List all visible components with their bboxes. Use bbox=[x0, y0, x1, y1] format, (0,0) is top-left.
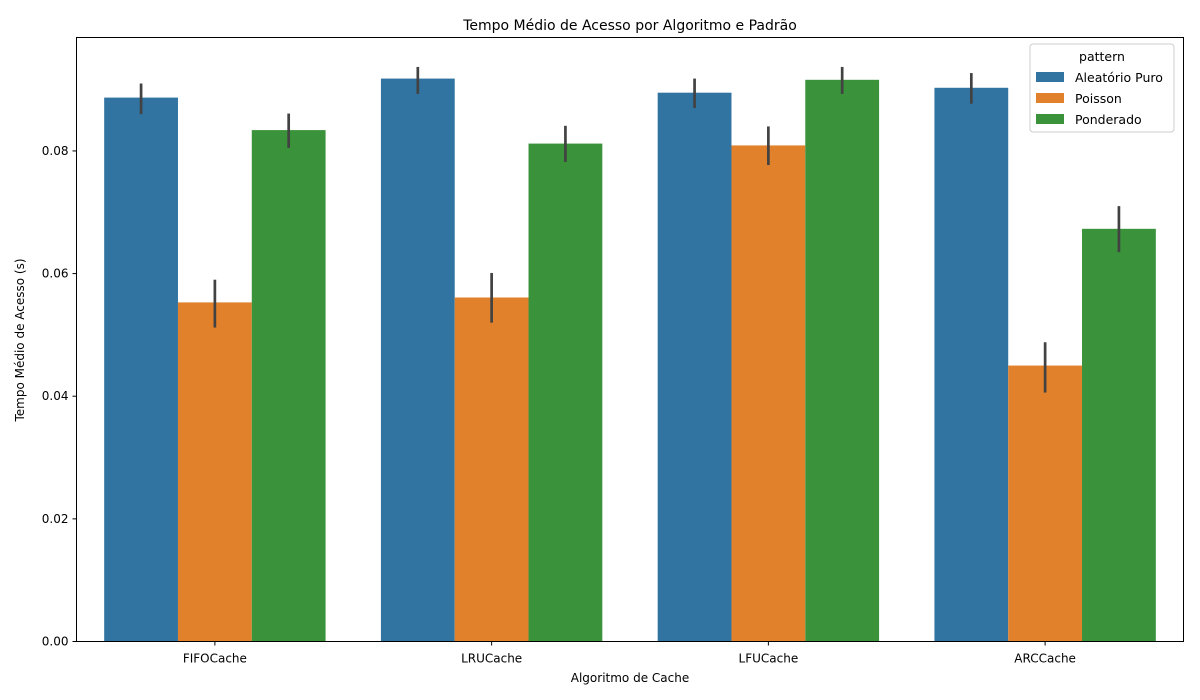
bar-poisson-lrucache bbox=[454, 297, 529, 642]
bar-poisson-fifocache bbox=[177, 302, 252, 642]
y-tick-label: 0.06 bbox=[42, 267, 69, 281]
y-tick-label: 0.04 bbox=[42, 389, 69, 403]
x-tick-label-lfucache: LFUCache bbox=[739, 652, 799, 666]
legend-label-aleat-rio-puro: Aleatório Puro bbox=[1075, 70, 1163, 85]
legend-box bbox=[1029, 43, 1175, 133]
legend: pattern Aleatório Puro Poisson Ponderado bbox=[1029, 43, 1175, 133]
y-axis: 0.00 0.02 0.04 0.06 0.08 bbox=[42, 144, 77, 649]
x-axis-label: Algoritmo de Cache bbox=[571, 671, 689, 685]
y-tick-label: 0.00 bbox=[42, 635, 69, 649]
x-tick-label-arccache: ARCCache bbox=[1014, 652, 1076, 666]
legend-swatch-ponderado bbox=[1036, 114, 1064, 124]
bar-aleat-rio-puro-lfucache bbox=[657, 92, 732, 642]
bar-ponderado-arccache bbox=[1082, 228, 1156, 642]
plot-frame bbox=[76, 37, 1184, 642]
bar-poisson-lfucache bbox=[731, 145, 806, 642]
bar-ponderado-lfucache bbox=[805, 79, 880, 642]
bar-aleat-rio-puro-arccache bbox=[934, 87, 1009, 642]
bar-aleat-rio-puro-fifocache bbox=[104, 97, 178, 642]
y-axis-label: Tempo Médio de Acesso (s) bbox=[13, 258, 27, 422]
y-tick-label: 0.02 bbox=[42, 512, 69, 526]
bar-aleat-rio-puro-lrucache bbox=[380, 78, 455, 642]
errorbars-group bbox=[139, 66, 1121, 393]
legend-label-ponderado: Ponderado bbox=[1075, 112, 1142, 127]
legend-title: pattern bbox=[1079, 49, 1125, 64]
legend-label-poisson: Poisson bbox=[1075, 91, 1122, 106]
x-tick-label-fifocache: FIFOCache bbox=[183, 652, 247, 666]
bar-ponderado-lrucache bbox=[528, 143, 603, 642]
chart-title: Tempo Médio de Acesso por Algoritmo e Pa… bbox=[462, 18, 797, 34]
legend-swatch-aleat-rio-puro bbox=[1036, 72, 1064, 82]
x-tick-label-lrucache: LRUCache bbox=[461, 652, 522, 666]
bar-ponderado-fifocache bbox=[251, 130, 326, 642]
legend-swatch-poisson bbox=[1036, 93, 1064, 103]
bars-group bbox=[104, 78, 1156, 642]
bar-poisson-arccache bbox=[1008, 365, 1083, 642]
y-tick-label: 0.08 bbox=[42, 144, 69, 158]
x-axis: FIFOCache LRUCache LFUCache ARCCache bbox=[183, 641, 1076, 666]
